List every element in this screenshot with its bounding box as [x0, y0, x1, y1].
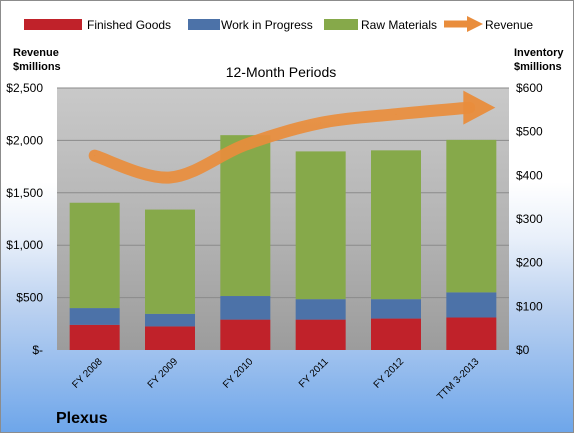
bar-raw-materials: [295, 151, 346, 300]
right-tick-label: $100: [516, 299, 543, 313]
left-tick-label: $1,500: [6, 186, 43, 200]
bar-raw-materials: [446, 139, 497, 293]
legend-swatch-work-in-progress: [188, 19, 220, 30]
right-tick-label: $500: [516, 125, 543, 139]
revenue-point: [320, 122, 322, 124]
revenue-point: [244, 144, 246, 146]
right-tick-label: $300: [516, 212, 543, 226]
bar-finished-goods: [371, 318, 421, 350]
legend-swatch-finished-goods: [24, 19, 82, 30]
revenue-arrowhead: [463, 90, 496, 125]
bar-work-in-progress: [446, 292, 497, 318]
left-axis-ticks: $- $500 $1,000 $1,500 $2,000 $2,500: [6, 81, 43, 357]
bar-work-in-progress: [69, 308, 120, 325]
revenue-point: [169, 177, 171, 179]
bar-raw-materials: [220, 135, 271, 297]
left-axis-title-line2: $millions: [13, 61, 61, 73]
bar-raw-materials: [69, 202, 120, 309]
legend-label-work-in-progress: Work in Progress: [221, 18, 313, 32]
left-tick-label: $500: [16, 291, 43, 305]
revenue-point: [94, 155, 96, 157]
bar-finished-goods: [295, 319, 346, 350]
bar-finished-goods: [145, 326, 195, 350]
bar-work-in-progress: [371, 299, 421, 319]
bar-raw-materials: [371, 150, 421, 300]
chart-title: 12-Month Periods: [226, 64, 337, 80]
x-tick-label: FY 2012: [372, 356, 407, 391]
x-tick-label: FY 2009: [146, 356, 181, 391]
right-tick-label: $600: [516, 81, 543, 95]
bars: [69, 135, 497, 350]
bar-finished-goods: [446, 317, 497, 350]
right-tick-label: $200: [516, 256, 543, 270]
x-axis-ticks: FY 2008 FY 2009 FY 2010 FY 2011 FY 2012 TTM 3…: [70, 356, 481, 403]
revenue-point: [470, 107, 472, 109]
x-tick-label: FY 2011: [297, 356, 331, 390]
bar-work-in-progress: [145, 313, 195, 327]
x-tick-label: FY 2010: [221, 356, 256, 391]
left-tick-label: $2,500: [6, 81, 43, 95]
bar-finished-goods: [220, 319, 271, 350]
legend-label-finished-goods: Finished Goods: [87, 18, 171, 32]
right-axis-title-line1: Inventory: [514, 47, 564, 59]
right-tick-label: $400: [516, 168, 543, 182]
left-tick-label: $-: [32, 343, 43, 357]
x-tick-label: FY 2008: [70, 356, 105, 391]
right-axis-title-line2: $millions: [514, 61, 562, 73]
bar-finished-goods: [69, 324, 120, 350]
right-axis-ticks: $0 $100 $200 $300 $400 $500 $600: [516, 81, 543, 357]
right-tick-label: $0: [516, 343, 530, 357]
revenue-point: [395, 113, 397, 115]
bar-work-in-progress: [220, 296, 271, 320]
revenue-line-group: [88, 90, 496, 184]
revenue-line: [88, 101, 476, 184]
left-tick-label: $1,000: [6, 238, 43, 252]
legend-label-raw-materials: Raw Materials: [361, 18, 437, 32]
bar-work-in-progress: [295, 299, 346, 320]
legend-arrowhead-revenue: [467, 16, 483, 32]
company-name: Plexus: [56, 410, 108, 427]
left-axis-title-line1: Revenue: [13, 47, 59, 59]
bar-raw-materials: [145, 209, 195, 314]
gridlines: [57, 87, 509, 299]
legend-label-revenue: Revenue: [485, 18, 533, 32]
x-tick-label: TTM 3-2013: [435, 356, 482, 403]
left-tick-label: $2,000: [6, 133, 43, 147]
legend: Finished Goods Work in Progress Raw Mate…: [24, 16, 533, 32]
legend-swatch-raw-materials: [324, 19, 358, 30]
